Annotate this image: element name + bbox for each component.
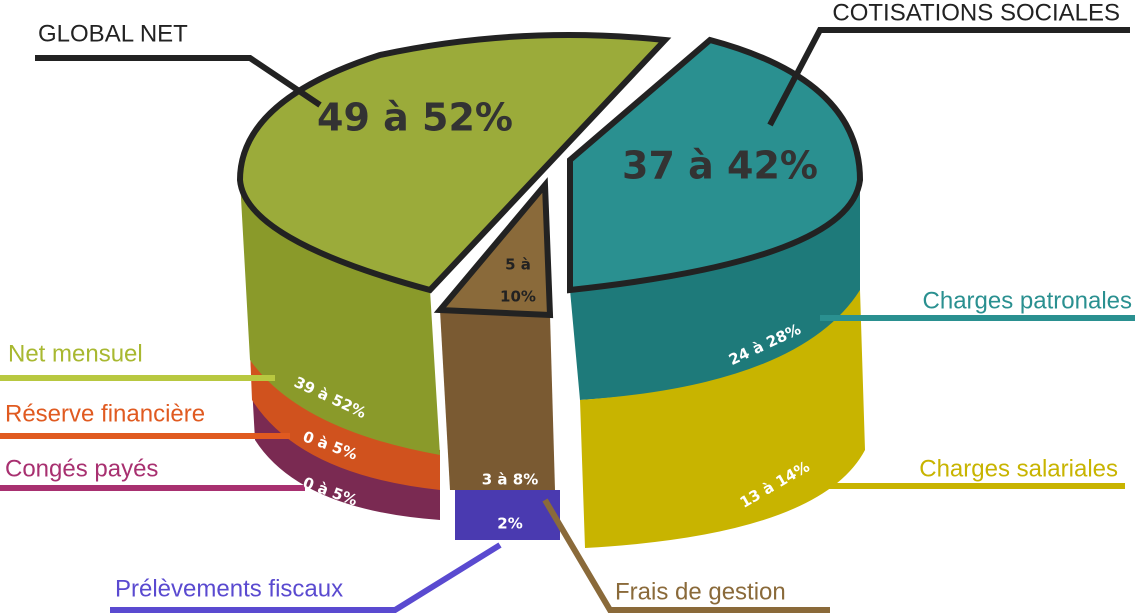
- value: 49 à 52%: [317, 96, 513, 140]
- label: Réserve financière: [5, 400, 205, 427]
- label: Charges salariales: [919, 455, 1118, 482]
- yellow-side: [580, 290, 865, 548]
- green-top: [236, 32, 672, 294]
- title: GLOBAL NET: [38, 20, 188, 47]
- value: 5 à: [505, 256, 531, 274]
- value: 2%: [497, 515, 522, 533]
- leaders: [0, 27, 1135, 613]
- value: 37 à 42%: [622, 144, 818, 188]
- teal-side: [570, 180, 860, 400]
- brown-front: [440, 310, 555, 490]
- label: Frais de gestion: [615, 578, 786, 605]
- green-side: [240, 180, 440, 455]
- brown-top: [433, 177, 554, 319]
- label: Charges patronales: [923, 287, 1132, 314]
- label: Prélèvements fiscaux: [115, 575, 343, 602]
- value: 3 à 8%: [482, 471, 538, 489]
- value: 10%: [500, 288, 536, 306]
- label: Congés payés: [5, 455, 158, 482]
- title: COTISATIONS SOCIALES: [832, 0, 1120, 26]
- blue-block: [455, 490, 560, 540]
- label: Net mensuel: [8, 340, 143, 367]
- reserve-layer: [250, 350, 440, 490]
- teal-top: [567, 36, 864, 294]
